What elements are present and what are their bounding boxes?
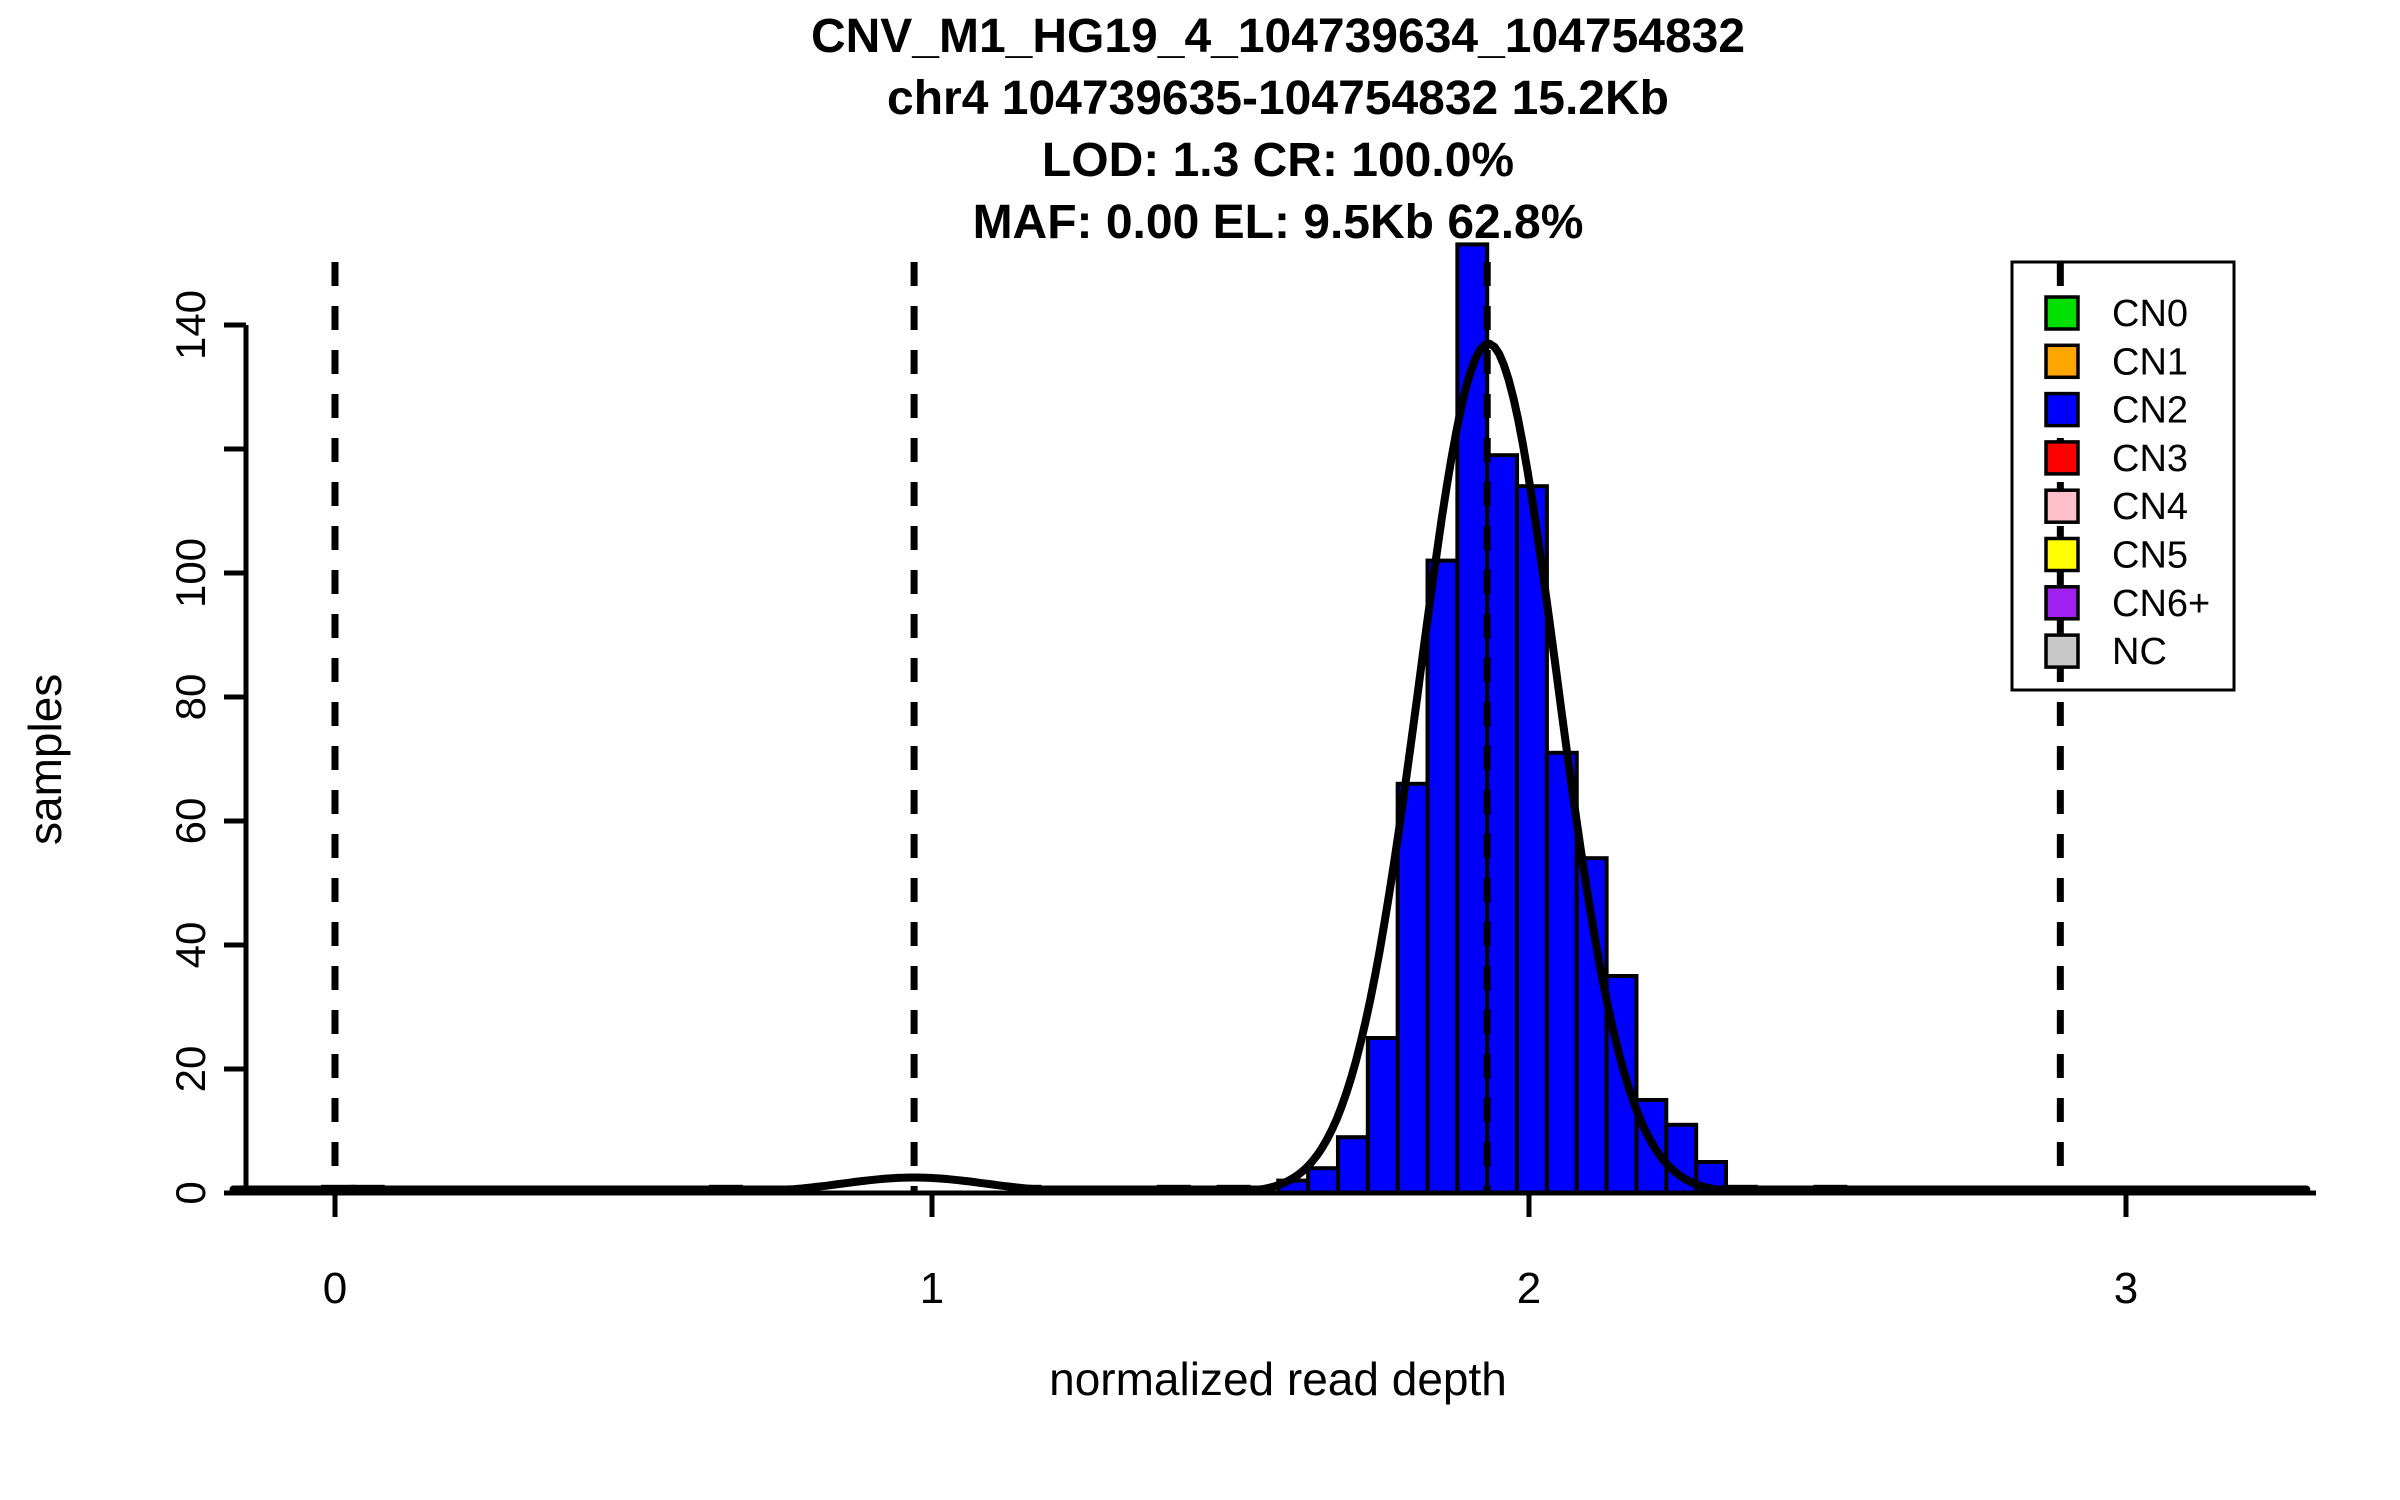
chart-title-line-2: chr4 104739635-104754832 15.2Kb xyxy=(887,72,1669,125)
chart-title-line-4: MAF: 0.00 EL: 9.5Kb 62.8% xyxy=(972,196,1584,249)
chart-title-line-1: CNV_M1_HG19_4_104739634_104754832 xyxy=(810,10,1746,63)
density-curve xyxy=(229,339,2311,1194)
legend-swatch-cn6plus xyxy=(2044,585,2080,621)
legend-label-cn3: CN3 xyxy=(2112,438,2188,480)
histogram-bar xyxy=(1544,750,1579,1195)
legend-label-cn5: CN5 xyxy=(2112,535,2188,577)
histogram-bar xyxy=(1365,1036,1400,1195)
legend-swatch-cn0 xyxy=(2044,295,2080,331)
y-tick-label: 80 xyxy=(167,674,214,721)
y-tick-label: 20 xyxy=(167,1046,214,1093)
legend-swatch-cn3 xyxy=(2044,440,2080,476)
histogram-bar xyxy=(1306,1166,1340,1195)
legend-swatch-cn4 xyxy=(2044,488,2080,524)
histogram-bar xyxy=(1455,242,1490,1195)
legend-label-cn6plus: CN6+ xyxy=(2112,583,2210,625)
y-axis-label: samples xyxy=(19,673,71,845)
histogram-bar xyxy=(1425,558,1460,1195)
histogram-bar xyxy=(1335,1135,1370,1195)
legend-label-cn2: CN2 xyxy=(2112,390,2188,432)
histogram-bar xyxy=(1395,781,1430,1195)
x-tick-label: 2 xyxy=(1517,1264,1541,1313)
y-tick-label: 60 xyxy=(167,798,214,845)
x-axis-label: normalized read depth xyxy=(1049,1353,1507,1405)
legend-label-cn4: CN4 xyxy=(2112,486,2188,528)
y-tick-label: 140 xyxy=(167,290,214,360)
legend-label-cn0: CN0 xyxy=(2112,293,2188,335)
legend-label-cn1: CN1 xyxy=(2112,341,2188,383)
x-tick-label: 3 xyxy=(2114,1264,2138,1313)
legend-label-nc: NC xyxy=(2112,631,2167,673)
y-tick-label: 100 xyxy=(167,538,214,608)
y-tick-label: 0 xyxy=(167,1181,214,1204)
legend-swatch-nc xyxy=(2044,633,2080,669)
x-tick-label: 1 xyxy=(920,1264,944,1313)
legend-swatch-cn5 xyxy=(2044,536,2080,573)
legend-swatch-cn2 xyxy=(2044,391,2080,428)
legend-swatch-cn1 xyxy=(2044,343,2080,380)
chart-title-line-3: LOD: 1.3 CR: 100.0% xyxy=(1041,134,1515,187)
x-tick-label: 0 xyxy=(323,1264,347,1313)
y-tick-label: 40 xyxy=(167,922,214,969)
histogram-bar xyxy=(1485,453,1520,1195)
